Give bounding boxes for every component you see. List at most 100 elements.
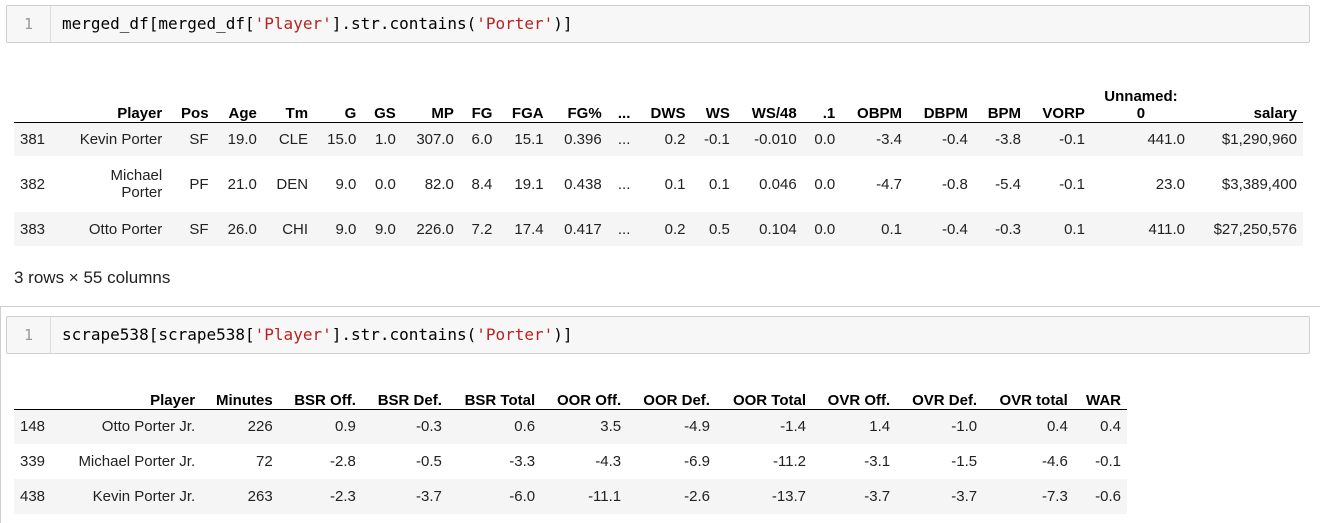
row-index: 438 bbox=[14, 479, 56, 514]
table-cell: -0.010 bbox=[735, 122, 803, 156]
table-cell: -0.8 bbox=[942, 175, 968, 193]
table-cell: Kevin Porter bbox=[57, 122, 169, 156]
table-row: 438 Kevin Porter Jr. 263 -2.3 -3.7 -6.0 -11.1-… bbox=[14, 479, 1127, 514]
line-number: 1 bbox=[7, 317, 51, 353]
table-cell: 0.104 bbox=[735, 212, 803, 246]
table-cell: ... bbox=[607, 122, 637, 156]
table-cell: CHI bbox=[262, 212, 315, 246]
column-header: BSR Off. bbox=[278, 384, 362, 410]
column-header: G bbox=[314, 74, 363, 123]
table-cell: 0.417 bbox=[549, 212, 608, 246]
table-cell: -11.2 bbox=[772, 453, 807, 470]
table-cell: 8.4 bbox=[471, 175, 493, 193]
code-cell-1-input[interactable]: 1 merged_df[merged_df['Player'].str.cont… bbox=[6, 5, 1310, 43]
column-header: WAR bbox=[1073, 384, 1127, 410]
table-row: 148 Otto Porter Jr. 226 0.9 -0.3 0.6 3.5 -4.9 -1… bbox=[14, 409, 1127, 444]
table-cell: $3,389,400 bbox=[1221, 175, 1297, 193]
table-cell: 9.0 bbox=[362, 212, 402, 246]
table-row: 381 Kevin Porter SF 19.0 CLE 15.0 1.0 307.0 6.0 1… bbox=[14, 122, 1303, 156]
dataframe-output-2: Player Minutes BSR Off. BSR Def. BSR Total OO… bbox=[14, 384, 1127, 514]
table-cell: 0.6 bbox=[447, 409, 542, 444]
table-cell: -11.1 bbox=[541, 479, 628, 514]
table-cell: Kevin Porter Jr. bbox=[55, 479, 202, 514]
table-cell: 226 bbox=[201, 409, 279, 444]
table-cell: 0.438 bbox=[564, 175, 602, 193]
table-cell: 226.0 bbox=[401, 212, 460, 246]
table-cell: -0.6 bbox=[1073, 479, 1127, 514]
table-cell: ... bbox=[607, 212, 637, 246]
table-cell: -0.3 bbox=[973, 212, 1028, 246]
table-cell: 23.0 bbox=[1155, 175, 1185, 193]
code-text[interactable]: merged_df[merged_df['Player'].str.contai… bbox=[62, 14, 573, 33]
table-cell: 1.0 bbox=[362, 122, 402, 156]
table-cell: 15.0 bbox=[314, 122, 363, 156]
row-index: 382 bbox=[20, 175, 46, 193]
table-row: 339 Michael Porter Jr. 72 -2.8 -0.5 -3.3 -4.3 -… bbox=[14, 444, 1127, 479]
table-cell: 19.0 bbox=[214, 122, 263, 156]
table-cell: 0.1 bbox=[709, 175, 730, 193]
column-header: OOR Total bbox=[715, 384, 813, 410]
column-header: WS/48 bbox=[735, 74, 803, 123]
table-cell: 0.1 bbox=[1027, 212, 1091, 246]
dataframe-shape-note: 3 rows × 55 columns bbox=[14, 268, 171, 287]
column-header: BSR Def. bbox=[361, 384, 448, 410]
table-cell: -0.4 bbox=[908, 122, 974, 156]
index-header bbox=[14, 384, 56, 410]
column-header: OOR Def. bbox=[627, 384, 716, 410]
column-header: OOR Off. bbox=[541, 384, 628, 410]
table-cell: -4.9 bbox=[627, 409, 716, 444]
table-cell: ... bbox=[617, 175, 631, 193]
table-cell: CLE bbox=[262, 122, 315, 156]
column-header: FGA bbox=[498, 74, 550, 123]
table-cell: 19.1 bbox=[514, 175, 544, 193]
column-header: Pos bbox=[168, 74, 215, 123]
table-cell: 0.9 bbox=[278, 409, 362, 444]
table-cell: DEN bbox=[276, 175, 309, 193]
table-cell: -4.6 bbox=[1041, 453, 1068, 470]
dataframe-output-1: Player Pos Age Tm G GS MP FG FGA FG%... DWS WS WS/48… bbox=[14, 74, 1303, 246]
column-header: Player bbox=[55, 384, 202, 410]
column-header: Age bbox=[214, 74, 263, 123]
table-cell: Otto Porter bbox=[57, 212, 169, 246]
table-cell: -0.3 bbox=[361, 409, 448, 444]
column-header: .1 bbox=[802, 74, 842, 123]
table-cell: 21.0 bbox=[227, 175, 257, 193]
table-cell: 0.0 bbox=[374, 175, 396, 193]
code-cell-2-input[interactable]: 1 scrape538[scrape538['Player'].str.cont… bbox=[6, 316, 1310, 354]
table-cell: 0.4 bbox=[983, 409, 1074, 444]
column-header: OBPM bbox=[841, 74, 909, 123]
table-cell: -3.7 bbox=[812, 479, 897, 514]
table-cell: 0.0 bbox=[802, 122, 842, 156]
table-cell: 9.0 bbox=[314, 212, 363, 246]
column-header: salary bbox=[1190, 74, 1303, 123]
table-cell: SF bbox=[168, 212, 215, 246]
table-cell: 0.5 bbox=[691, 212, 736, 246]
table-cell: Michael Porter Jr. bbox=[78, 453, 196, 470]
table-row: 382 Michael Porter PF 21.0 DEN 9.0 0.0 82.0 8.4 1… bbox=[14, 156, 1303, 212]
column-header: MP bbox=[401, 74, 460, 123]
table-cell: -0.1 bbox=[691, 122, 736, 156]
table-cell: -3.3 bbox=[509, 453, 536, 470]
code-cell-2-frame[interactable] bbox=[0, 306, 1320, 523]
column-header: Tm bbox=[262, 74, 315, 123]
table-cell: 72 bbox=[256, 453, 273, 470]
column-header: DBPM bbox=[908, 74, 974, 123]
table-cell: -4.7 bbox=[876, 175, 903, 193]
table-cell: 0.2 bbox=[636, 212, 692, 246]
column-header: WS bbox=[691, 74, 736, 123]
column-header: FG bbox=[459, 74, 499, 123]
table-cell: -1.0 bbox=[896, 409, 984, 444]
index-header bbox=[14, 74, 58, 123]
column-header: OVR Off. bbox=[812, 384, 897, 410]
table-cell: 307.0 bbox=[401, 122, 460, 156]
code-text[interactable]: scrape538[scrape538['Player'].str.contai… bbox=[62, 325, 573, 344]
table-cell: 17.4 bbox=[498, 212, 550, 246]
column-header: BSR Total bbox=[447, 384, 542, 410]
table-cell: $27,250,576 bbox=[1190, 212, 1303, 246]
table-cell: SF bbox=[168, 122, 215, 156]
column-header: Minutes bbox=[201, 384, 279, 410]
table-row: 383 Otto Porter SF 26.0 CHI 9.0 9.0 226.0 7.2 17.… bbox=[14, 212, 1303, 246]
table-cell: 26.0 bbox=[214, 212, 263, 246]
table-cell: 0.0 bbox=[814, 175, 836, 193]
table-cell: 82.0 bbox=[424, 175, 454, 193]
